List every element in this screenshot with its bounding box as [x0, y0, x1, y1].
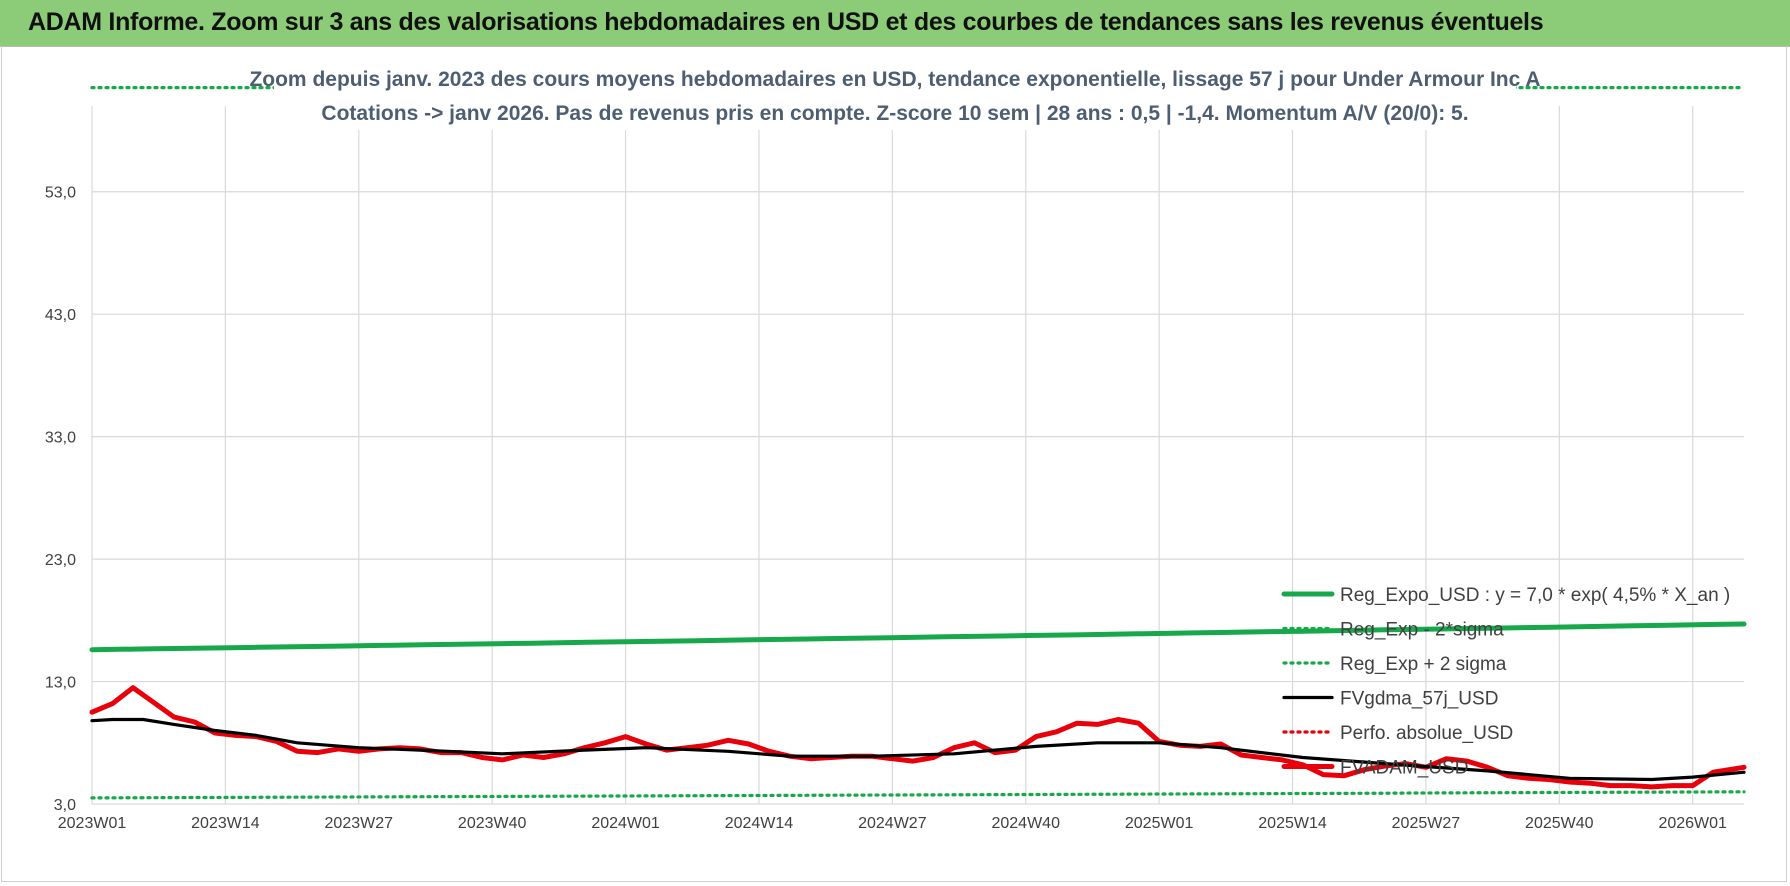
- series-line: [89, 621, 1747, 653]
- series-line: [90, 790, 1746, 800]
- x-tick-label: 2026W01: [1658, 815, 1727, 832]
- x-axis: 2023W01 2023W14 2023W27 2023W40 2024W01 2024W…: [58, 815, 1727, 832]
- x-tick-label: 2024W01: [591, 815, 660, 832]
- series-line: [89, 685, 1747, 790]
- y-axis: 3,0 13,0 23,0 33,0 43,0 53,0: [45, 185, 76, 814]
- legend-label: Reg_Exp + 2 sigma: [1340, 654, 1507, 675]
- y-tick-label: 53,0: [45, 185, 76, 202]
- x-tick-label: 2023W40: [458, 815, 527, 832]
- legend-label: FVADAM_USD: [1340, 758, 1468, 779]
- chart: Zoom depuis janv. 2023 des cours moyens …: [45, 58, 1747, 832]
- legend-label: FVgdma_57j_USD: [1340, 689, 1498, 710]
- legend-label: Reg_Expo_USD : y = 7,0 * exp( 4,5% * X_a…: [1340, 585, 1730, 606]
- x-tick-label: 2023W27: [325, 815, 394, 832]
- legend-label: Reg_Exp - 2*sigma: [1340, 620, 1504, 641]
- x-tick-label: 2024W14: [725, 815, 794, 832]
- report-header: ADAM Informe. Zoom sur 3 ans des valoris…: [0, 0, 1790, 47]
- chart-title: Zoom depuis janv. 2023 des cours moyens …: [249, 68, 1540, 91]
- gridlines: [91, 106, 1744, 805]
- chart-frame: Zoom depuis janv. 2023 des cours moyens …: [1, 46, 1787, 882]
- x-tick-label: 2023W01: [58, 815, 127, 832]
- y-tick-label: 43,0: [45, 307, 76, 324]
- x-tick-label: 2025W01: [1125, 815, 1194, 832]
- series-line: [90, 717, 1746, 782]
- legend-label: Perfo. absolue_USD: [1340, 723, 1513, 744]
- x-tick-label: 2023W14: [191, 815, 260, 832]
- y-tick-label: 33,0: [45, 430, 76, 447]
- y-tick-label: 3,0: [54, 797, 76, 814]
- x-tick-label: 2024W27: [858, 815, 927, 832]
- chart-title-background: [274, 58, 1516, 130]
- y-tick-label: 13,0: [45, 675, 76, 692]
- x-tick-label: 2025W14: [1258, 815, 1327, 832]
- legend: Reg_Expo_USD : y = 7,0 * exp( 4,5% * X_a…: [1281, 585, 1730, 779]
- x-tick-label: 2025W40: [1525, 815, 1594, 832]
- x-tick-label: 2025W27: [1392, 815, 1461, 832]
- chart-subtitle: Cotations -> janv 2026. Pas de revenus p…: [321, 102, 1468, 125]
- report-title: ADAM Informe. Zoom sur 3 ans des valoris…: [28, 8, 1544, 36]
- x-tick-label: 2024W40: [991, 815, 1060, 832]
- y-tick-label: 23,0: [45, 552, 76, 569]
